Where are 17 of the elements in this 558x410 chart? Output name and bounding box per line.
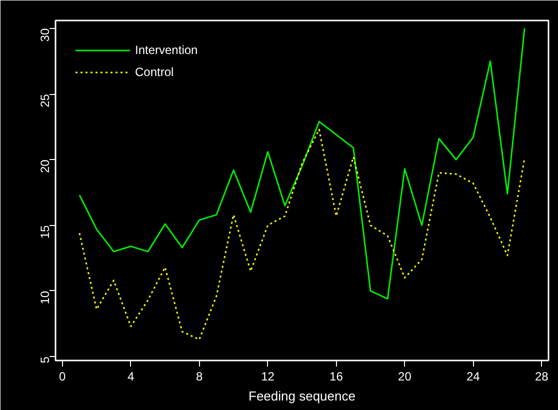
x-tick-label: 20 <box>398 370 412 384</box>
y-tick-label: 30 <box>38 28 52 42</box>
y-tick-label: 25 <box>38 94 52 108</box>
x-tick-label: 4 <box>127 370 134 384</box>
x-tick-label: 28 <box>534 370 549 384</box>
x-tick-label: 0 <box>59 370 66 384</box>
y-tick-label: 20 <box>38 159 52 173</box>
x-tick-label: 12 <box>261 370 275 384</box>
y-tick-label: 5 <box>38 356 52 364</box>
legend-label: Intervention <box>135 43 198 57</box>
legend-label: Control <box>135 65 174 79</box>
y-tick-label: 10 <box>38 290 52 304</box>
x-tick-label: 16 <box>330 370 344 384</box>
x-tick-label: 24 <box>466 370 480 384</box>
y-tick-label: 15 <box>38 224 52 239</box>
x-axis-title: Feeding sequence <box>248 388 356 404</box>
x-tick-label: 8 <box>196 370 203 384</box>
